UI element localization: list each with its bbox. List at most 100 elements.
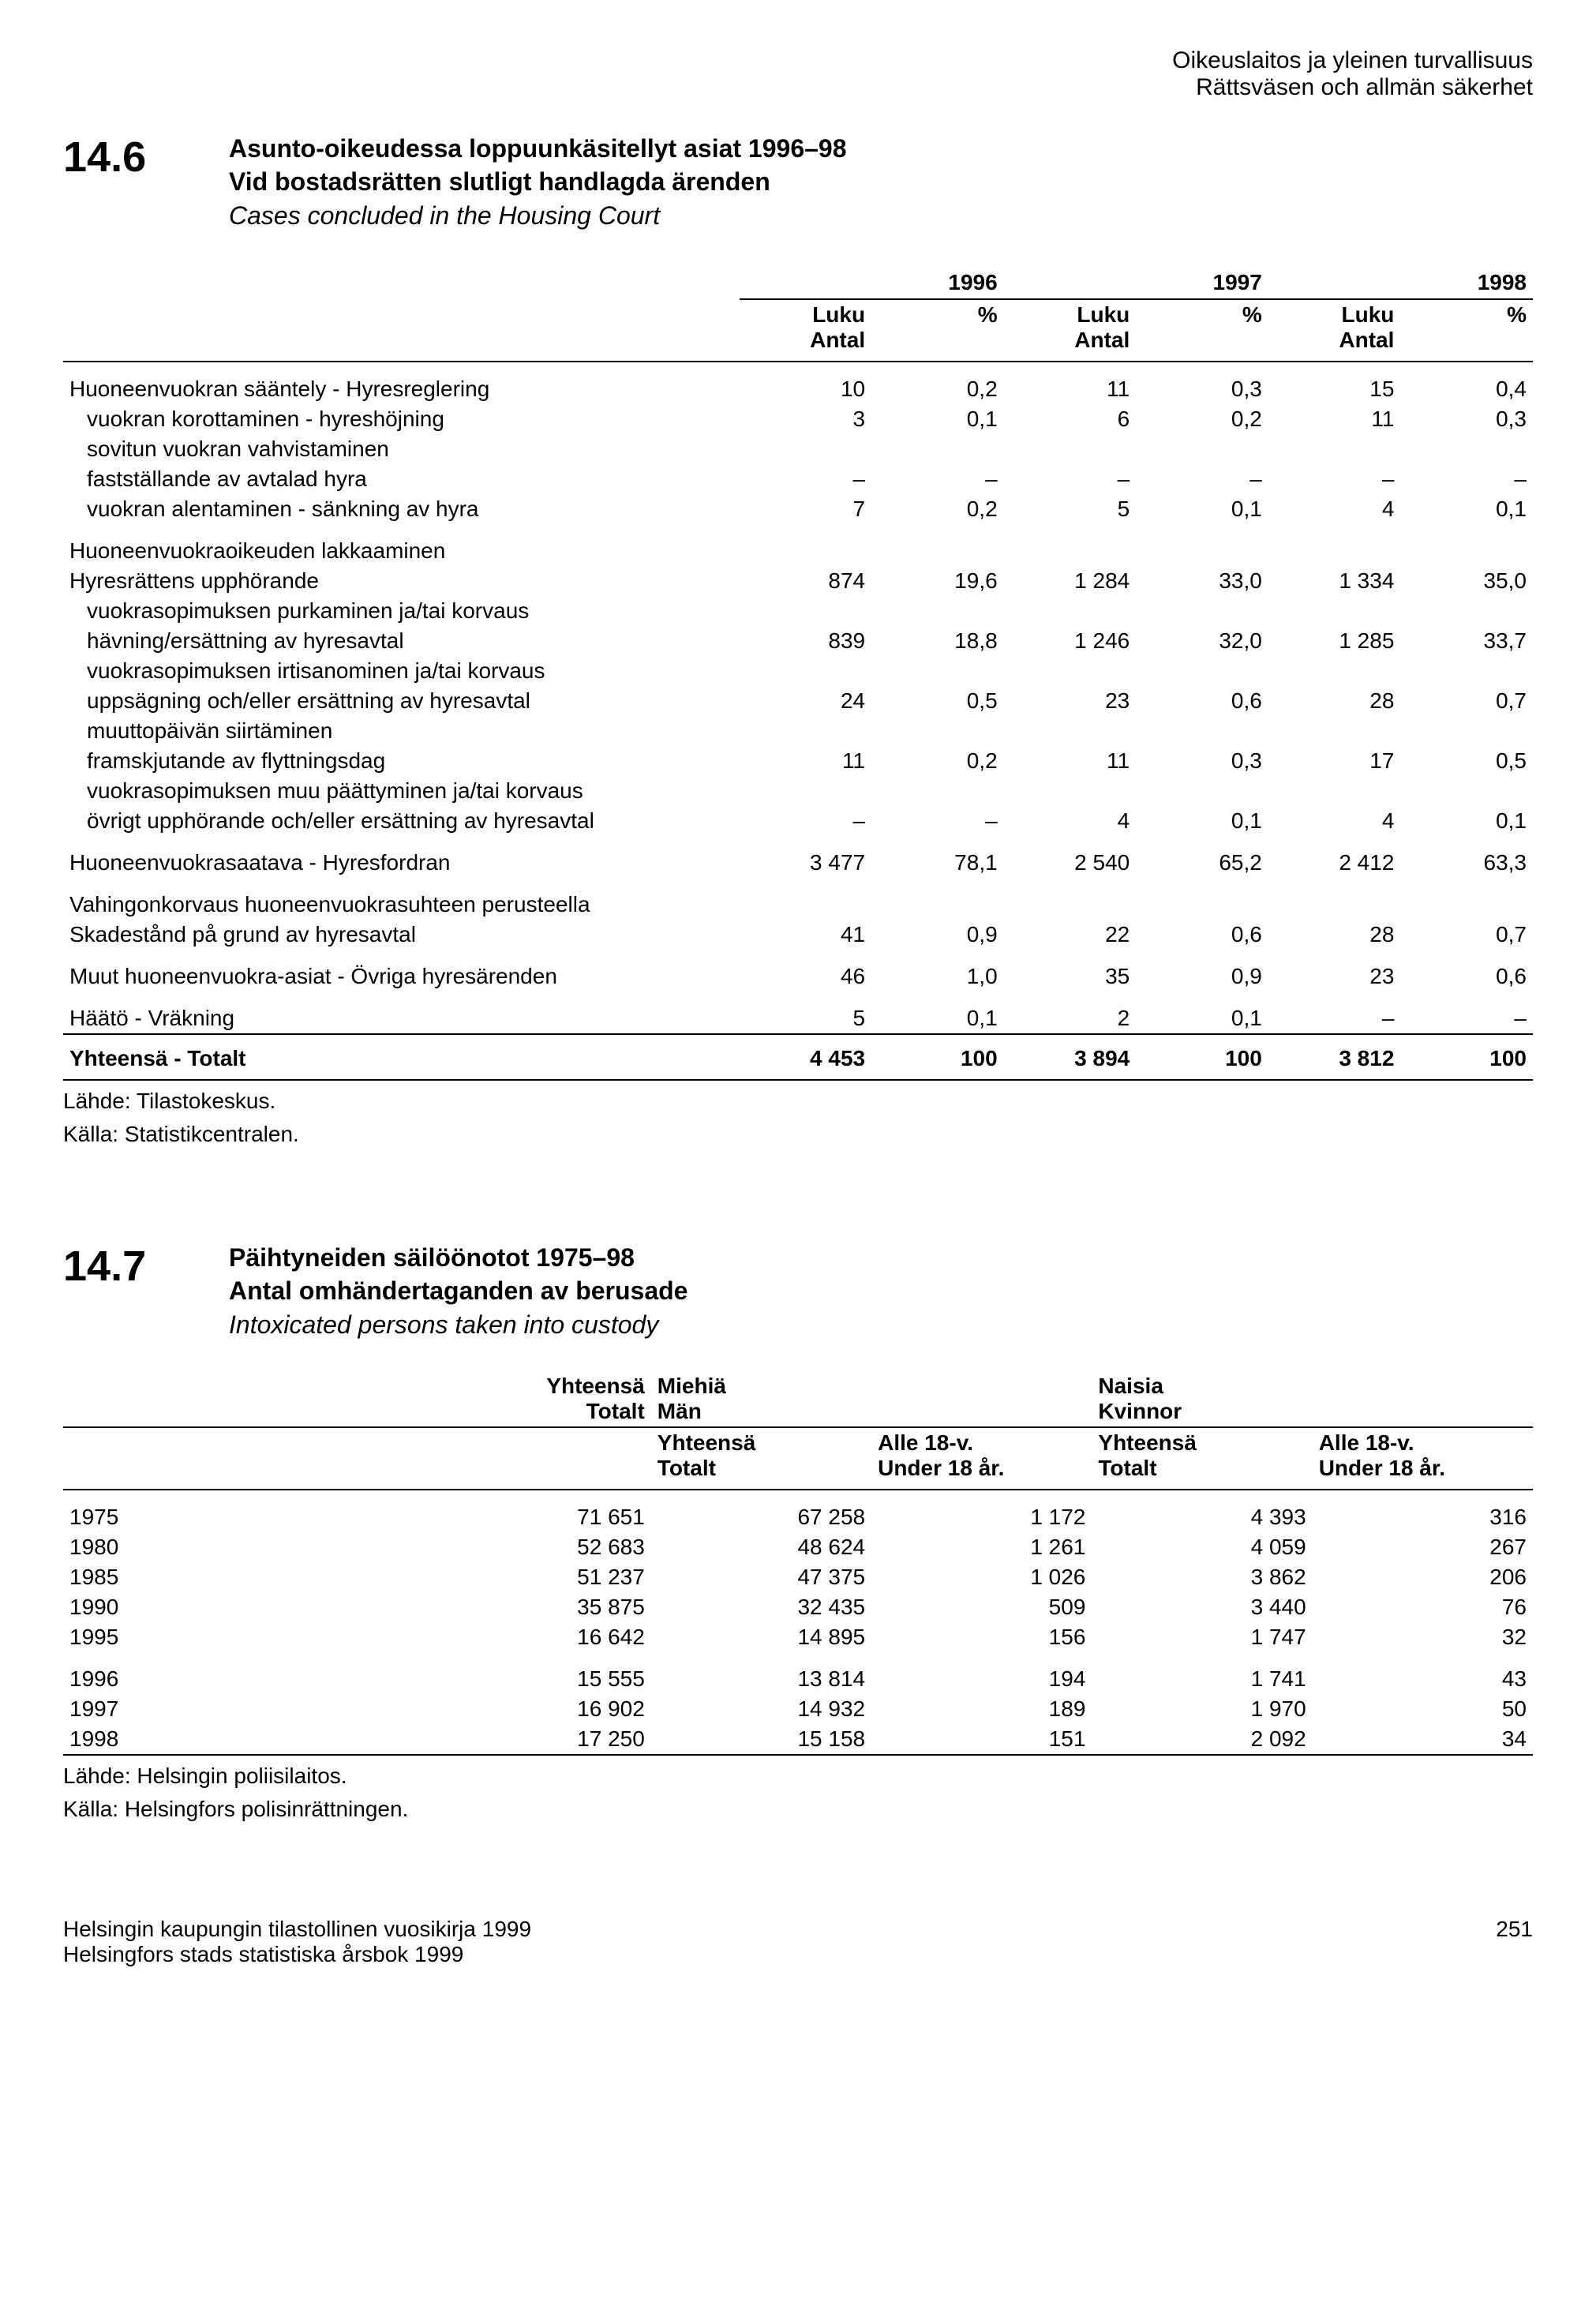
table-14-7: YhteensäTotalt MiehiäMän NaisiaKvinnor Y… <box>63 1371 1533 1756</box>
cell-value: 0,6 <box>1136 686 1268 716</box>
cell-value <box>740 776 872 806</box>
cell-value: 11 <box>1004 746 1137 776</box>
cell-value: – <box>740 464 872 494</box>
cell-value: 151 <box>871 1724 1092 1755</box>
cell-value: – <box>1136 464 1268 494</box>
cell-value <box>1136 878 1268 920</box>
source-fi: Lähde: Helsingin poliisilaitos. <box>63 1764 1533 1789</box>
year-1997: 1997 <box>1004 262 1268 299</box>
category-line-1: Oikeuslaitos ja yleinen turvallisuus <box>63 47 1533 74</box>
cell-value <box>1268 656 1401 686</box>
cell-value <box>1400 716 1533 746</box>
cell-value: 2 412 <box>1268 836 1401 878</box>
page-number: 251 <box>1496 1917 1533 1967</box>
cell-value: 0,1 <box>1136 991 1268 1034</box>
table-14-6: 1996 1997 1998 LukuAntal % LukuAntal % L… <box>63 262 1533 1081</box>
cell-value: 194 <box>871 1652 1092 1694</box>
cell-value: 3 477 <box>740 836 872 878</box>
cell-value <box>1136 656 1268 686</box>
cell-value <box>1400 776 1533 806</box>
cell-value: – <box>1400 991 1533 1034</box>
row-label: muuttopäivän siirtäminen <box>63 716 740 746</box>
year-label: 1995 <box>63 1622 431 1652</box>
cell-value: – <box>871 464 1004 494</box>
col-women: NaisiaKvinnor <box>1092 1371 1533 1427</box>
cell-value: 71 651 <box>431 1490 651 1532</box>
cell-value: 28 <box>1268 686 1401 716</box>
cell-value: 65,2 <box>1136 836 1268 878</box>
col-luku-antal: LukuAntal <box>1004 299 1137 362</box>
cell-value: 1 284 <box>1004 566 1137 596</box>
cell-value: 0,1 <box>871 991 1004 1034</box>
cell-value <box>871 716 1004 746</box>
cell-value: 35 875 <box>431 1592 651 1622</box>
cell-value: 19,6 <box>871 566 1004 596</box>
cell-value: 1 747 <box>1092 1622 1312 1652</box>
row-label: vuokrasopimuksen purkaminen ja/tai korva… <box>63 596 740 626</box>
cell-value: 14 895 <box>651 1622 871 1652</box>
col-luku-antal: LukuAntal <box>740 299 872 362</box>
cell-value: 18,8 <box>871 626 1004 656</box>
cell-value: 0,6 <box>1400 950 1533 991</box>
cell-value <box>1400 656 1533 686</box>
row-label: framskjutande av flyttningsdag <box>63 746 740 776</box>
cell-value: 2 092 <box>1092 1724 1312 1755</box>
cell-value: 33,7 <box>1400 626 1533 656</box>
cell-value <box>740 434 872 464</box>
col-pct: % <box>871 299 1004 362</box>
cell-value <box>871 524 1004 566</box>
col-sub-total: YhteensäTotalt <box>651 1427 871 1490</box>
row-label: vuokran korottaminen - hyreshöjning <box>63 404 740 434</box>
cell-value <box>1268 524 1401 566</box>
year-label: 1975 <box>63 1490 431 1532</box>
cell-value: 1 741 <box>1092 1652 1312 1694</box>
cell-value: 34 <box>1313 1724 1533 1755</box>
cell-value: 0,3 <box>1136 746 1268 776</box>
category-line-2: Rättsväsen och allmän säkerhet <box>63 74 1533 101</box>
cell-value: 4 059 <box>1092 1532 1312 1562</box>
footer-sv: Helsingfors stads statistiska årsbok 199… <box>63 1942 531 1967</box>
cell-value <box>1004 434 1137 464</box>
row-label: Skadestånd på grund av hyresavtal <box>63 920 740 950</box>
title-en: Cases concluded in the Housing Court <box>229 201 1533 231</box>
cell-value: 3 862 <box>1092 1562 1312 1592</box>
footer-fi: Helsingin kaupungin tilastollinen vuosik… <box>63 1917 531 1942</box>
cell-value: 15 555 <box>431 1652 651 1694</box>
row-label: uppsägning och/eller ersättning av hyres… <box>63 686 740 716</box>
row-label: Häätö - Vräkning <box>63 991 740 1034</box>
cell-value <box>871 878 1004 920</box>
cell-value: 32,0 <box>1136 626 1268 656</box>
cell-value: – <box>1400 464 1533 494</box>
cell-value: 16 902 <box>431 1694 651 1724</box>
year-label: 1996 <box>63 1652 431 1694</box>
cell-value: – <box>1268 464 1401 494</box>
cell-value: 23 <box>1004 686 1137 716</box>
col-men: MiehiäMän <box>651 1371 1092 1427</box>
cell-value: 10 <box>740 362 872 404</box>
cell-value: 1 026 <box>871 1562 1092 1592</box>
cell-value: 46 <box>740 950 872 991</box>
cell-value: 22 <box>1004 920 1137 950</box>
source-sv: Källa: Helsingfors polisinrättningen. <box>63 1797 1533 1822</box>
cell-value: 1 970 <box>1092 1694 1312 1724</box>
cell-value <box>1268 878 1401 920</box>
cell-value <box>871 596 1004 626</box>
cell-value: 2 540 <box>1004 836 1137 878</box>
cell-value <box>1400 524 1533 566</box>
cell-value: 0,4 <box>1400 362 1533 404</box>
section-number: 14.7 <box>63 1242 182 1291</box>
row-label: Hyresrättens upphörande <box>63 566 740 596</box>
cell-value: 63,3 <box>1400 836 1533 878</box>
cell-value: 15 158 <box>651 1724 871 1755</box>
section-14-6: 14.6 Asunto-oikeudessa loppuunkäsitellyt… <box>63 133 1533 1147</box>
cell-value <box>740 716 872 746</box>
title-sv: Vid bostadsrätten slutligt handlagda äre… <box>229 166 1533 199</box>
cell-value: 15 <box>1268 362 1401 404</box>
cell-value: 0,9 <box>871 920 1004 950</box>
cell-value: 509 <box>871 1592 1092 1622</box>
cell-value: 0,1 <box>871 404 1004 434</box>
cell-value <box>1004 776 1137 806</box>
col-sub-u18: Alle 18-v.Under 18 år. <box>871 1427 1092 1490</box>
cell-value: 1 285 <box>1268 626 1401 656</box>
cell-value: 11 <box>1268 404 1401 434</box>
